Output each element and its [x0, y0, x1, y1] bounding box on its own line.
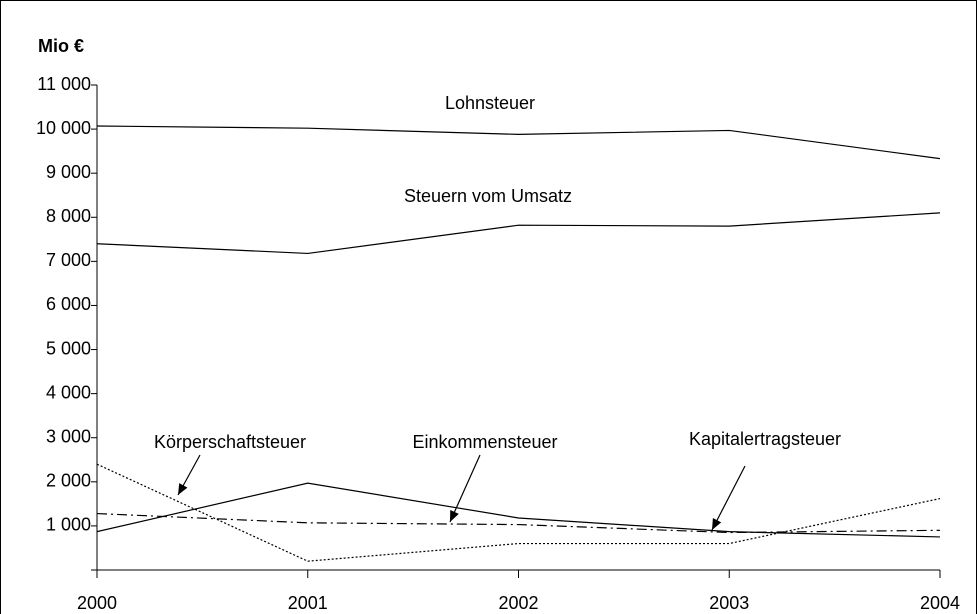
y-tick-label: 1 000: [46, 515, 91, 535]
x-tick-label: 2000: [77, 593, 117, 613]
x-tick-label: 2001: [288, 593, 328, 613]
x-tick-label: 2004: [920, 593, 960, 613]
x-tick-label: 2003: [709, 593, 749, 613]
y-tick-label: 7 000: [46, 250, 91, 270]
series-line: [96, 463, 941, 562]
y-tick-label: 2 000: [46, 471, 91, 491]
y-tick-label: 6 000: [46, 294, 91, 314]
y-tick-label: 9 000: [46, 162, 91, 182]
y-tick-label: 5 000: [46, 338, 91, 358]
arrow-line: [449, 454, 481, 523]
y-tick-label: 4 000: [46, 382, 91, 402]
series-line: [96, 125, 941, 160]
y-tick-label: 8 000: [46, 206, 91, 226]
chart-title: Mio €: [38, 36, 84, 56]
x-tick-label: 2002: [498, 593, 538, 613]
series-line: [96, 212, 941, 255]
y-tick-label: 10 000: [36, 118, 91, 138]
series-label: Lohnsteuer: [445, 93, 535, 113]
arrow-head: [450, 510, 459, 522]
arrow-line: [711, 465, 746, 531]
y-tick-label: 11 000: [37, 74, 91, 94]
series-label: Kapitalertragsteuer: [689, 429, 841, 449]
series-label: Einkommensteuer: [412, 432, 557, 452]
series-line: [96, 482, 941, 538]
arrow-head: [178, 483, 188, 495]
series-label: Steuern vom Umsatz: [404, 186, 572, 206]
series-label: Körperschaftsteuer: [154, 432, 306, 452]
arrow-head: [712, 518, 722, 530]
series-line: [96, 512, 941, 534]
y-tick-label: 3 000: [46, 426, 91, 446]
